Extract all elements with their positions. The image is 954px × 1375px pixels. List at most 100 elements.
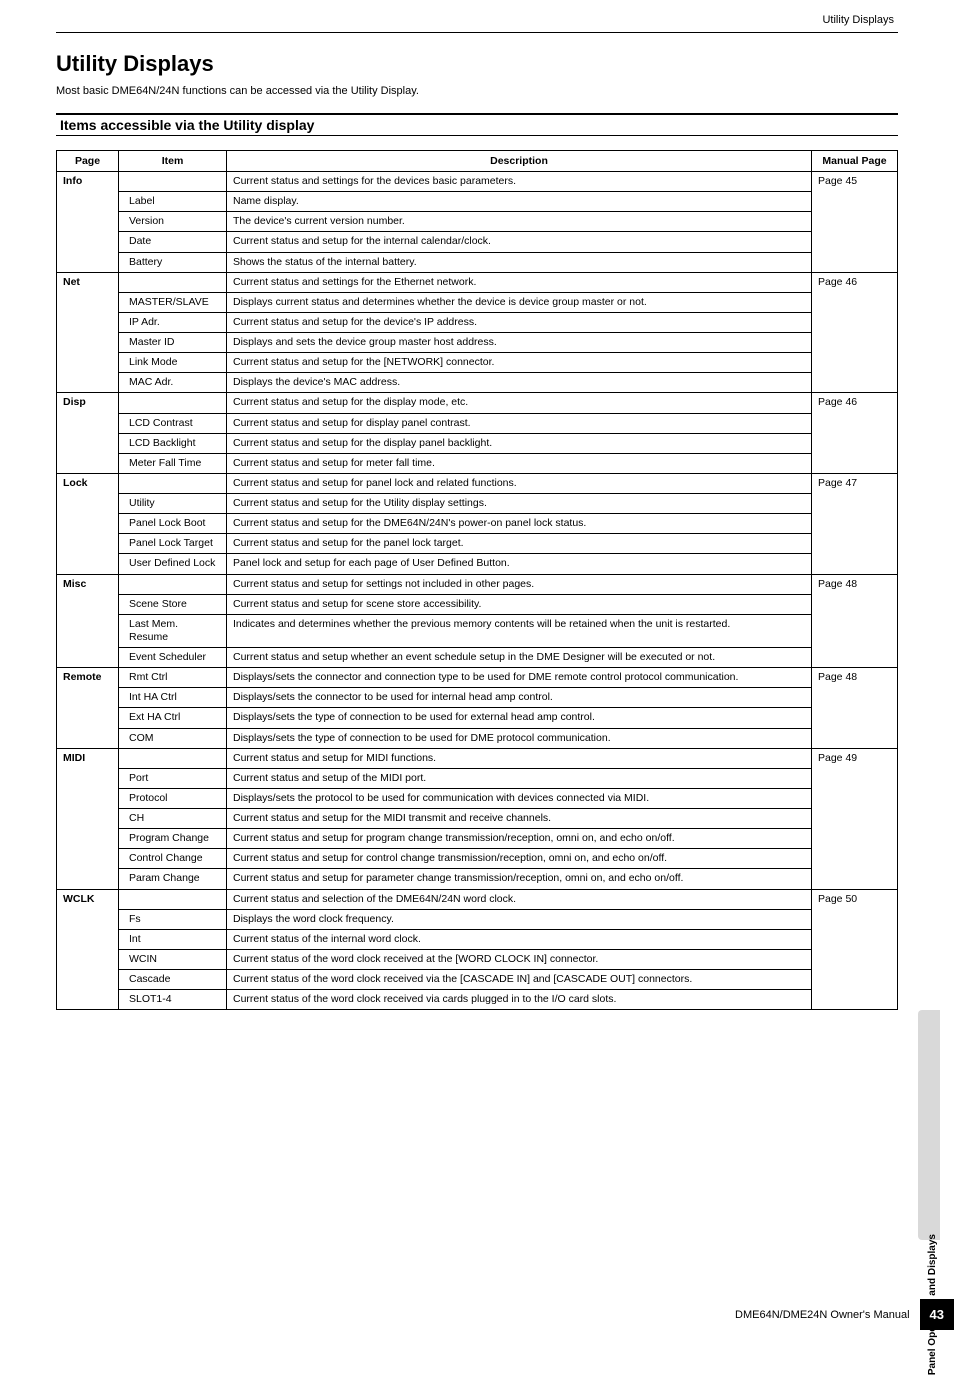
cell-item: MAC Adr. — [119, 373, 227, 393]
cell-item: Meter Fall Time — [119, 453, 227, 473]
table-row: ProtocolDisplays/sets the protocol to be… — [57, 788, 898, 808]
cell-item: Int — [119, 929, 227, 949]
cell-desc: Current status of the word clock receive… — [227, 970, 812, 990]
table-row: Link ModeCurrent status and setup for th… — [57, 353, 898, 373]
cell-desc: Current status and setup for panel lock … — [227, 473, 812, 493]
cell-desc: Current status and setup for the MIDI tr… — [227, 809, 812, 829]
cell-desc: Name display. — [227, 192, 812, 212]
page-title: Utility Displays — [56, 51, 898, 77]
cell-desc: Current status and setup for the display… — [227, 393, 812, 413]
cell-item: COM — [119, 728, 227, 748]
cell-desc: Displays/sets the type of connection to … — [227, 708, 812, 728]
cell-desc: Shows the status of the internal battery… — [227, 252, 812, 272]
cell-item — [119, 574, 227, 594]
table-row: Meter Fall TimeCurrent status and setup … — [57, 453, 898, 473]
side-tab: Panel Operation and Displays — [918, 1010, 940, 1240]
cell-manual-page: Page 45 — [812, 172, 898, 273]
cell-item: LCD Backlight — [119, 433, 227, 453]
cell-desc: Displays/sets the connector and connecti… — [227, 668, 812, 688]
cell-item: Panel Lock Boot — [119, 514, 227, 534]
table-row: COMDisplays/sets the type of connection … — [57, 728, 898, 748]
cell-item: Panel Lock Target — [119, 534, 227, 554]
cell-desc: Current status and setup whether an even… — [227, 648, 812, 668]
cell-item: Param Change — [119, 869, 227, 889]
table-row: CascadeCurrent status of the word clock … — [57, 970, 898, 990]
cell-item — [119, 172, 227, 192]
cell-desc: Current status and setup for display pan… — [227, 413, 812, 433]
cell-item: MASTER/SLAVE — [119, 292, 227, 312]
cell-page: Info — [57, 172, 119, 273]
cell-desc: Current status and setup for meter fall … — [227, 453, 812, 473]
table-row: Ext HA CtrlDisplays/sets the type of con… — [57, 708, 898, 728]
table-row: NetCurrent status and settings for the E… — [57, 272, 898, 292]
table-row: MIDICurrent status and setup for MIDI fu… — [57, 748, 898, 768]
cell-item — [119, 748, 227, 768]
cell-item: Scene Store — [119, 594, 227, 614]
table-row: IntCurrent status of the internal word c… — [57, 929, 898, 949]
header-label: Utility Displays — [0, 0, 954, 32]
table-row: Param ChangeCurrent status and setup for… — [57, 869, 898, 889]
table-row: User Defined LockPanel lock and setup fo… — [57, 554, 898, 574]
th-item: Item — [119, 151, 227, 172]
cell-desc: Current status and setup for scene store… — [227, 594, 812, 614]
cell-item: Utility — [119, 494, 227, 514]
cell-item: Fs — [119, 909, 227, 929]
cell-item: Program Change — [119, 829, 227, 849]
content: Utility Displays Most basic DME64N/24N f… — [0, 33, 954, 1010]
cell-desc: Displays current status and determines w… — [227, 292, 812, 312]
table-row: LockCurrent status and setup for panel l… — [57, 473, 898, 493]
table-row: BatteryShows the status of the internal … — [57, 252, 898, 272]
table-row: FsDisplays the word clock frequency. — [57, 909, 898, 929]
cell-item: Cascade — [119, 970, 227, 990]
table-row: DateCurrent status and setup for the int… — [57, 232, 898, 252]
cell-item: Battery — [119, 252, 227, 272]
cell-desc: Current status and setup for the interna… — [227, 232, 812, 252]
table-row: Event SchedulerCurrent status and setup … — [57, 648, 898, 668]
cell-item: Port — [119, 768, 227, 788]
cell-manual-page: Page 47 — [812, 473, 898, 574]
cell-desc: Current status and settings for the devi… — [227, 172, 812, 192]
cell-page: Remote — [57, 668, 119, 749]
cell-item: LCD Contrast — [119, 413, 227, 433]
cell-item: CH — [119, 809, 227, 829]
cell-desc: Displays/sets the connector to be used f… — [227, 688, 812, 708]
cell-item: Protocol — [119, 788, 227, 808]
cell-manual-page: Page 48 — [812, 574, 898, 668]
table-row: Scene StoreCurrent status and setup for … — [57, 594, 898, 614]
th-desc: Description — [227, 151, 812, 172]
cell-item: SLOT1-4 — [119, 990, 227, 1010]
table-row: DispCurrent status and setup for the dis… — [57, 393, 898, 413]
cell-desc: Displays/sets the protocol to be used fo… — [227, 788, 812, 808]
cell-item: Ext HA Ctrl — [119, 708, 227, 728]
cell-item: Link Mode — [119, 353, 227, 373]
cell-desc: Current status and setup for settings no… — [227, 574, 812, 594]
cell-desc: Current status and setup of the MIDI por… — [227, 768, 812, 788]
table-row: Control ChangeCurrent status and setup f… — [57, 849, 898, 869]
cell-desc: Displays/sets the type of connection to … — [227, 728, 812, 748]
cell-manual-page: Page 46 — [812, 393, 898, 474]
cell-item: Version — [119, 212, 227, 232]
cell-item: Last Mem. Resume — [119, 614, 227, 647]
cell-desc: Displays the word clock frequency. — [227, 909, 812, 929]
cell-page: WCLK — [57, 889, 119, 1010]
table-row: VersionThe device's current version numb… — [57, 212, 898, 232]
cell-item: WCIN — [119, 949, 227, 969]
table-row: Program ChangeCurrent status and setup f… — [57, 829, 898, 849]
cell-item: Date — [119, 232, 227, 252]
table-row: WCINCurrent status of the word clock rec… — [57, 949, 898, 969]
cell-manual-page: Page 46 — [812, 272, 898, 393]
footer: DME64N/DME24N Owner's Manual 43 — [735, 1299, 954, 1330]
cell-page: Disp — [57, 393, 119, 474]
cell-desc: Displays and sets the device group maste… — [227, 333, 812, 353]
cell-manual-page: Page 48 — [812, 668, 898, 749]
cell-item: Label — [119, 192, 227, 212]
table-row: Master IDDisplays and sets the device gr… — [57, 333, 898, 353]
section-rule-bottom — [56, 135, 898, 136]
cell-item: Master ID — [119, 333, 227, 353]
section-rule-top — [56, 113, 898, 115]
table-row: UtilityCurrent status and setup for the … — [57, 494, 898, 514]
table-row: SLOT1-4Current status of the word clock … — [57, 990, 898, 1010]
table-row: MASTER/SLAVEDisplays current status and … — [57, 292, 898, 312]
page-number: 43 — [920, 1299, 954, 1330]
cell-desc: Indicates and determines whether the pre… — [227, 614, 812, 647]
